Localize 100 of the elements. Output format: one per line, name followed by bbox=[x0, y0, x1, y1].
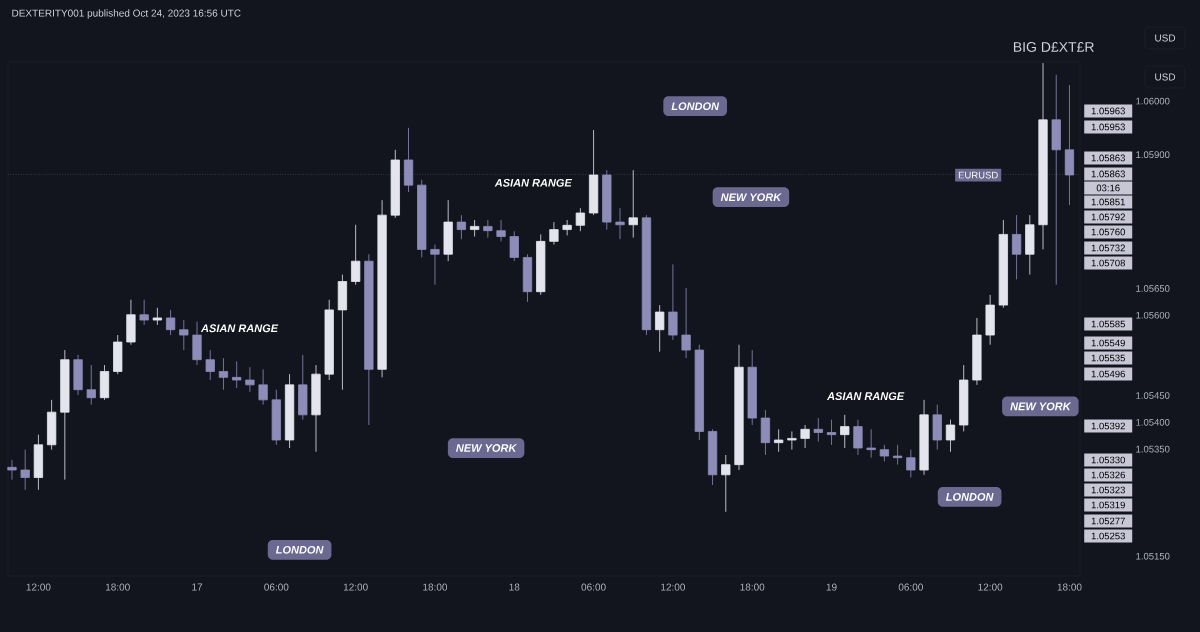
text: 1.05496 bbox=[1091, 370, 1125, 378]
text: USD bbox=[1155, 34, 1176, 42]
candlestick bbox=[192, 321, 202, 366]
text: 1.05392 bbox=[1091, 422, 1125, 430]
text: 1.05326 bbox=[1091, 471, 1125, 479]
x-tick-label: 12:00 bbox=[978, 583, 1003, 591]
candlestick bbox=[879, 444, 890, 462]
candlestick bbox=[575, 207, 585, 232]
candlestick bbox=[298, 354, 308, 421]
y-tick-label: 1.05400 bbox=[1136, 418, 1170, 426]
candlestick bbox=[139, 299, 149, 326]
annotation: ASIAN RANGE bbox=[200, 324, 279, 333]
candlestick bbox=[271, 389, 281, 446]
annotation: ASIAN RANGE bbox=[494, 178, 573, 187]
x-tick-label: 12:00 bbox=[661, 583, 686, 591]
candlestick bbox=[787, 431, 797, 451]
candlestick bbox=[377, 199, 387, 378]
y-tick-label: 1.05150 bbox=[1136, 552, 1170, 560]
candlestick bbox=[641, 214, 652, 336]
candlestick bbox=[945, 419, 956, 453]
candlestick bbox=[364, 253, 374, 426]
candlestick bbox=[311, 364, 321, 453]
candlestick bbox=[245, 366, 255, 393]
candlestick bbox=[813, 417, 823, 443]
candlestick bbox=[774, 428, 784, 453]
x-tick-label: 12:00 bbox=[343, 583, 368, 591]
candlestick bbox=[509, 230, 519, 262]
candlestick bbox=[760, 409, 771, 456]
x-tick-label: 06:00 bbox=[264, 583, 289, 591]
annotation: EURUSD bbox=[958, 171, 998, 179]
candlestick bbox=[972, 317, 982, 386]
candlestick bbox=[33, 434, 44, 491]
candlestick bbox=[588, 129, 599, 216]
candlestick bbox=[152, 307, 162, 326]
candlestick bbox=[800, 424, 810, 449]
x-tick-label: 17 bbox=[192, 583, 203, 591]
text: 1.05585 bbox=[1091, 320, 1125, 328]
candlestick bbox=[443, 199, 453, 262]
text: 1.05330 bbox=[1091, 456, 1125, 464]
text: 1.05277 bbox=[1091, 517, 1125, 525]
candlestick bbox=[165, 309, 176, 336]
candlestick bbox=[681, 287, 691, 359]
annotation: NEW YORK bbox=[456, 444, 518, 452]
candlestick bbox=[998, 219, 1008, 309]
x-tick-label: 18:00 bbox=[1057, 583, 1082, 591]
text: BIG D£XT£R bbox=[1013, 42, 1094, 52]
candlestick bbox=[536, 234, 546, 296]
annotation: ASIAN RANGE bbox=[826, 392, 905, 400]
candlestick bbox=[126, 299, 136, 346]
candlestick bbox=[258, 368, 268, 406]
text: 1.05963 bbox=[1091, 107, 1125, 115]
y-tick-label: 1.05600 bbox=[1136, 311, 1170, 319]
y-tick-label: 1.05450 bbox=[1136, 392, 1170, 399]
text: 1.05792 bbox=[1091, 213, 1125, 221]
candlestick bbox=[403, 127, 414, 193]
text: 1.05953 bbox=[1091, 123, 1125, 131]
candlestick bbox=[60, 349, 70, 481]
candlestick bbox=[469, 219, 480, 237]
x-tick-label: 19 bbox=[826, 583, 837, 591]
candlestick bbox=[284, 373, 295, 449]
candlestick bbox=[522, 253, 533, 303]
x-tick-label: 06:00 bbox=[581, 583, 606, 591]
text: 1.05535 bbox=[1091, 354, 1125, 362]
annotation: NEW YORK bbox=[720, 193, 782, 202]
x-tick-label: 12:00 bbox=[26, 583, 51, 591]
chart-title: DEXTERITY001 published Oct 24, 2023 16:56 UTC bbox=[12, 9, 241, 19]
annotation: LONDON bbox=[945, 492, 994, 501]
candlestick bbox=[324, 299, 334, 381]
candlestick bbox=[549, 221, 559, 245]
candlestick bbox=[840, 414, 850, 449]
candlestick bbox=[1038, 62, 1048, 250]
candlestick bbox=[1011, 214, 1022, 280]
annotation: NEW YORK bbox=[1010, 402, 1072, 411]
x-tick-label: 18:00 bbox=[105, 583, 130, 591]
candlestick bbox=[46, 399, 57, 451]
text: 1.05851 bbox=[1091, 198, 1125, 206]
candlestick bbox=[628, 169, 638, 239]
candlestick bbox=[7, 459, 17, 481]
candlestick bbox=[734, 344, 744, 471]
candlestick bbox=[919, 399, 929, 476]
candlestick bbox=[562, 219, 572, 236]
x-tick-label: 18:00 bbox=[740, 583, 765, 591]
candlestick bbox=[1051, 74, 1061, 286]
text: 1.05863 bbox=[1091, 154, 1125, 162]
text: 1.05549 bbox=[1091, 339, 1125, 347]
annotation: LONDON bbox=[275, 545, 324, 554]
candlestick bbox=[906, 449, 916, 478]
candlestick bbox=[932, 404, 942, 451]
candlestick bbox=[86, 364, 96, 406]
candlestick bbox=[602, 169, 612, 230]
text: 1.05732 bbox=[1091, 244, 1125, 252]
y-tick-label: 1.05900 bbox=[1136, 151, 1170, 158]
text: 1.05863 bbox=[1091, 170, 1125, 178]
candlestick bbox=[892, 444, 903, 466]
candlestick bbox=[1025, 214, 1035, 275]
candlestick bbox=[1064, 84, 1075, 206]
candlestick bbox=[351, 224, 361, 286]
text: 1.05253 bbox=[1091, 532, 1125, 540]
candlestick bbox=[826, 419, 837, 446]
candlestick bbox=[417, 179, 427, 258]
